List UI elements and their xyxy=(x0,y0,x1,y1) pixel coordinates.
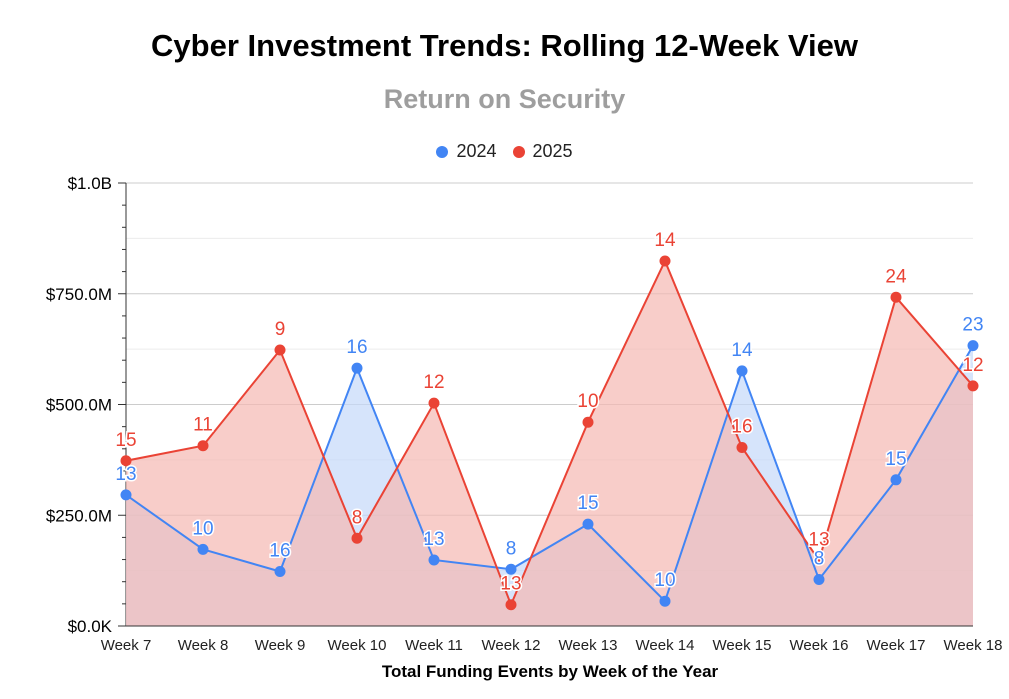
legend-marker-2024 xyxy=(436,145,449,158)
data-point-2025 xyxy=(120,455,132,467)
legend-label-2025: 2025 xyxy=(532,141,573,161)
x-axis-title: Total Funding Events by Week of the Year xyxy=(381,662,719,681)
data-point-2025 xyxy=(582,416,594,428)
data-point-2024 xyxy=(890,474,902,486)
data-label-2025: 13 xyxy=(808,529,829,550)
data-label-2025: 11 xyxy=(193,415,213,436)
data-label-2025: 9 xyxy=(275,319,286,340)
x-tick-label: Week 7 xyxy=(101,637,152,654)
data-label-2025: 8 xyxy=(352,507,363,528)
data-label-2025: 14 xyxy=(654,230,676,251)
data-point-2024 xyxy=(428,554,440,566)
data-point-2024 xyxy=(505,563,517,575)
data-label-2025: 12 xyxy=(423,372,444,393)
y-tick-label: $250.0M xyxy=(46,506,112,525)
data-point-2025 xyxy=(659,255,671,267)
data-point-2025 xyxy=(967,380,979,392)
line-2024 xyxy=(125,345,974,604)
y-tick-label: $0.0K xyxy=(68,617,113,636)
data-point-2025 xyxy=(890,291,902,303)
data-label-2024: 14 xyxy=(731,340,753,361)
chart-legend: 2024 2025 xyxy=(0,141,1009,162)
data-point-2025 xyxy=(736,441,748,453)
data-point-2024 xyxy=(197,543,209,555)
data-point-2025 xyxy=(428,397,440,409)
data-point-2025 xyxy=(505,599,517,611)
data-label-2025: 16 xyxy=(731,416,752,437)
chart-title: Cyber Investment Trends: Rolling 12-Week… xyxy=(151,28,858,63)
data-label-2024: 16 xyxy=(346,337,367,358)
x-tick-label: Week 9 xyxy=(255,637,306,654)
data-label-2024: 13 xyxy=(423,529,444,550)
line-2025 xyxy=(125,258,974,608)
data-label-2024: 10 xyxy=(192,518,213,539)
chart-subtitle: Return on Security xyxy=(383,84,626,114)
data-label-2025: 12 xyxy=(962,355,983,376)
x-tick-label: Week 12 xyxy=(482,637,541,654)
data-point-2024 xyxy=(120,489,132,501)
data-point-2025 xyxy=(197,440,209,452)
data-label-2024: 13 xyxy=(115,464,136,485)
data-label-2024: 10 xyxy=(654,570,675,591)
x-tick-label: Week 17 xyxy=(867,637,926,654)
data-point-2024 xyxy=(736,365,748,377)
data-label-2024: 15 xyxy=(885,449,906,470)
data-point-2024 xyxy=(351,362,363,374)
y-tick-label: $500.0M xyxy=(46,396,112,415)
x-tick-label: Week 15 xyxy=(713,637,772,654)
data-label-2024: 8 xyxy=(506,538,517,559)
x-tick-label: Week 11 xyxy=(405,637,463,654)
x-tick-label: Week 16 xyxy=(790,637,849,654)
legend-item-2025[interactable]: 2025 xyxy=(512,141,573,162)
x-tick-label: Week 14 xyxy=(636,637,695,654)
x-tick-label: Week 8 xyxy=(178,637,229,654)
data-label-2024: 23 xyxy=(962,315,983,336)
data-point-2024 xyxy=(274,566,286,578)
legend-label-2024: 2024 xyxy=(456,141,497,161)
data-point-2024 xyxy=(967,340,979,352)
legend-marker-2025 xyxy=(512,145,525,158)
data-label-2024: 16 xyxy=(269,541,290,562)
data-label-2025: 24 xyxy=(885,266,907,287)
data-point-2025 xyxy=(813,554,825,566)
data-label-2025: 13 xyxy=(500,574,521,595)
data-label-2025: 10 xyxy=(577,391,598,412)
data-point-2024 xyxy=(659,595,671,607)
data-point-2025 xyxy=(274,344,286,356)
y-tick-label: $750.0M xyxy=(46,285,112,304)
area-2025 xyxy=(126,260,973,626)
legend-item-2024[interactable]: 2024 xyxy=(436,141,497,162)
data-point-2025 xyxy=(351,532,363,544)
x-tick-label: Week 13 xyxy=(559,637,618,654)
data-label-2024: 15 xyxy=(577,493,598,514)
data-label-2024: 8 xyxy=(814,548,825,569)
y-tick-label: $1.0B xyxy=(68,174,112,193)
x-tick-label: Week 10 xyxy=(328,637,387,654)
data-label-2025: 15 xyxy=(115,430,136,451)
data-point-2024 xyxy=(813,573,825,585)
data-point-2024 xyxy=(582,518,594,530)
x-tick-label: Week 18 xyxy=(944,637,1003,654)
